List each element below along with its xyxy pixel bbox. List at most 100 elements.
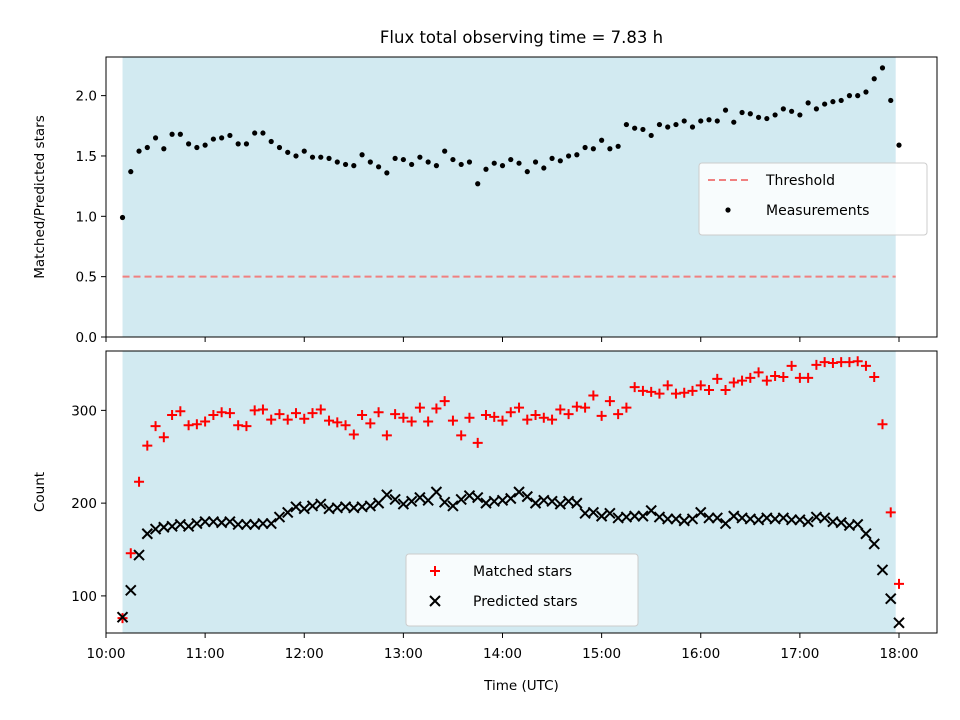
predicted-star-point	[562, 495, 575, 507]
measurement-point	[739, 109, 745, 116]
measurement-point	[855, 93, 861, 99]
predicted-star-point	[554, 498, 567, 510]
predicted-star-point	[414, 491, 426, 504]
measurement-point	[822, 101, 828, 107]
predicted-star-point	[133, 549, 145, 561]
matched-star-point	[894, 578, 905, 589]
measurement-point	[673, 121, 679, 128]
matched-star-point	[175, 406, 186, 417]
measurement-point	[879, 65, 886, 71]
predicted-star-point	[265, 517, 277, 530]
matched-star-point	[704, 384, 715, 395]
measurement-point	[128, 169, 134, 175]
measurement-point	[797, 112, 803, 118]
matched-star-point	[431, 403, 442, 414]
matched-star-point	[373, 407, 384, 418]
legend-predicted-swatch	[429, 595, 441, 607]
matched-star-point	[852, 356, 863, 367]
x-tick-label: 14:00	[483, 646, 522, 662]
matched-star-point	[860, 360, 871, 371]
matched-star-point	[753, 367, 764, 378]
matched-star-point	[241, 421, 252, 432]
measurement-point	[665, 124, 671, 130]
predicted-star-point	[686, 513, 699, 525]
matched-star-point	[414, 402, 425, 413]
predicted-star-point	[199, 515, 211, 528]
matched-star-point	[885, 507, 896, 518]
measurement-point	[475, 181, 481, 187]
predicted-star-point	[405, 495, 418, 507]
matched-star-point	[257, 404, 268, 415]
x-tick-label: 17:00	[780, 646, 819, 662]
x-tick-label: 13:00	[384, 646, 423, 662]
measurement-point	[342, 161, 349, 168]
predicted-star-point	[191, 517, 203, 530]
predicted-star-point	[628, 510, 641, 522]
measurement-point	[227, 132, 233, 139]
measurement-point	[392, 155, 398, 161]
measurement-point	[318, 154, 324, 160]
measurement-point	[582, 144, 588, 151]
x-tick-label: 10:00	[87, 646, 126, 662]
predicted-star-point	[397, 498, 410, 510]
matched-star-point	[745, 372, 756, 383]
predicted-star-point	[166, 520, 178, 533]
matched-star-point	[803, 372, 814, 383]
measurement-point	[764, 115, 770, 122]
predicted-star-point	[290, 501, 302, 513]
y-tick-label: 1.5	[76, 149, 97, 165]
measurement-point	[607, 146, 613, 152]
measurement-point	[491, 160, 497, 166]
matched-star-point	[737, 375, 748, 386]
measurement-point	[285, 149, 291, 155]
x-tick-label: 16:00	[681, 646, 720, 662]
predicted-star-point	[851, 518, 864, 531]
measurement-point	[780, 106, 786, 112]
y-tick-label: 300	[71, 403, 97, 419]
measurement-point	[384, 170, 390, 176]
matched-star-point	[150, 421, 161, 432]
predicted-star-point	[315, 498, 327, 510]
measurement-point	[351, 163, 357, 169]
matched-star-point	[439, 396, 450, 407]
predicted-star-point	[885, 592, 897, 605]
matched-star-point	[621, 402, 632, 413]
measurement-point	[252, 130, 258, 136]
matched-star-point	[728, 377, 739, 388]
legend-matched-swatch	[430, 566, 440, 576]
predicted-star-point	[777, 512, 790, 524]
matched-star-point	[464, 412, 475, 423]
matched-star-point	[472, 437, 483, 448]
measurement-point	[681, 118, 687, 124]
matched-star-point	[489, 411, 500, 422]
measurement-point	[714, 118, 720, 124]
measurement-point	[557, 158, 563, 164]
measurement-point	[152, 135, 159, 141]
matched-star-point	[522, 414, 533, 425]
measurement-point	[615, 143, 621, 149]
matched-star-point	[290, 408, 301, 419]
matched-star-point	[167, 410, 178, 421]
matched-star-point	[381, 430, 392, 441]
predicted-star-point	[529, 497, 542, 509]
measurement-point	[409, 161, 415, 168]
measurement-point	[301, 148, 307, 154]
matched-star-point	[480, 410, 491, 421]
legend-box	[405, 553, 639, 627]
axes-frame	[105, 56, 938, 338]
predicted-star-point	[653, 511, 666, 523]
predicted-star-point	[438, 496, 451, 508]
legend: Threshold Measurements	[698, 162, 928, 236]
top-panel: 0.0 0.5 1.0 1.5 2.0 Matched/Predicted stars Fl…	[32, 28, 938, 346]
y-axis-label: Matched/Predicted stars	[32, 115, 48, 278]
x-axis-label: Time (UTC)	[483, 678, 559, 694]
measurement-point	[789, 108, 795, 114]
measurement-point	[541, 165, 547, 171]
predicted-star-point	[505, 492, 517, 505]
measurement-point	[632, 125, 638, 131]
predicted-star-point	[496, 494, 509, 507]
measurement-point	[483, 166, 489, 172]
matched-star-point	[282, 414, 293, 425]
matched-star-point	[505, 407, 516, 418]
measurement-point	[896, 142, 902, 148]
